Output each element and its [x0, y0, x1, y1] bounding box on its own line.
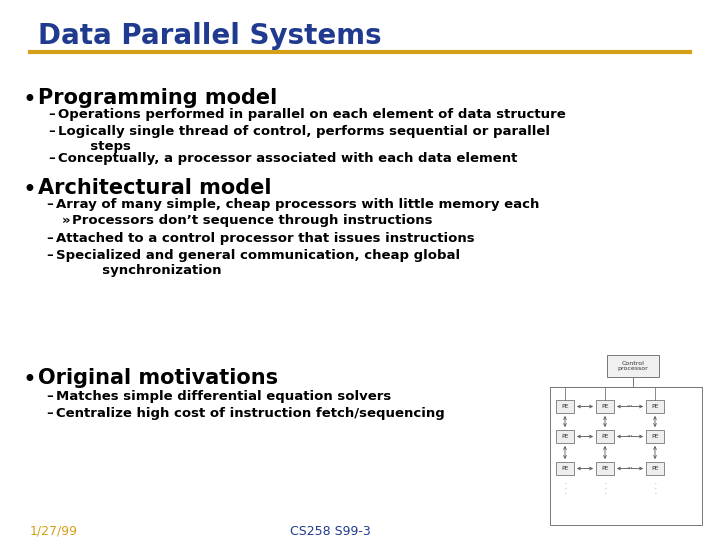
Bar: [556, 462, 574, 475]
Text: Centralize high cost of instruction fetch/sequencing: Centralize high cost of instruction fetc…: [56, 407, 445, 420]
Text: Array of many simple, cheap processors with little memory each: Array of many simple, cheap processors w…: [56, 198, 539, 211]
Text: PE: PE: [601, 466, 608, 471]
Text: ···: ···: [626, 403, 634, 409]
Text: Operations performed in parallel on each element of data structure: Operations performed in parallel on each…: [58, 108, 566, 121]
Bar: [596, 400, 614, 413]
Bar: [646, 462, 664, 475]
Text: ·
·
·: · · ·: [604, 481, 606, 496]
Text: –: –: [48, 108, 55, 121]
Bar: [556, 400, 574, 413]
Bar: [607, 355, 659, 377]
Text: ·
·
·: · · ·: [654, 481, 656, 496]
Text: –: –: [48, 152, 55, 165]
Text: •: •: [22, 88, 36, 112]
Text: Processors don’t sequence through instructions: Processors don’t sequence through instru…: [72, 214, 433, 227]
Text: ···: ···: [626, 465, 634, 471]
Text: PE: PE: [601, 404, 608, 409]
Text: Data Parallel Systems: Data Parallel Systems: [38, 22, 382, 50]
Text: PE: PE: [562, 404, 569, 409]
Text: PE: PE: [562, 434, 569, 439]
Text: –: –: [46, 198, 53, 211]
Bar: [550, 387, 702, 525]
Bar: [596, 462, 614, 475]
Text: –: –: [46, 249, 53, 262]
Text: CS258 S99-3: CS258 S99-3: [289, 525, 370, 538]
Text: ·
·
·: · · ·: [564, 481, 566, 496]
Bar: [556, 430, 574, 443]
Text: –: –: [46, 232, 53, 245]
Bar: [646, 430, 664, 443]
Text: •: •: [22, 368, 36, 392]
Text: –: –: [48, 125, 55, 138]
Text: Attached to a control processor that issues instructions: Attached to a control processor that iss…: [56, 232, 474, 245]
Text: –: –: [46, 407, 53, 420]
Text: –: –: [46, 390, 53, 403]
Bar: [646, 400, 664, 413]
Bar: [596, 430, 614, 443]
Text: PE: PE: [562, 466, 569, 471]
Text: Conceptually, a processor associated with each data element: Conceptually, a processor associated wit…: [58, 152, 518, 165]
Text: Original motivations: Original motivations: [38, 368, 278, 388]
Text: ···: ···: [626, 434, 634, 440]
Text: PE: PE: [652, 434, 659, 439]
Text: PE: PE: [652, 466, 659, 471]
Text: PE: PE: [652, 404, 659, 409]
Text: Architectural model: Architectural model: [38, 178, 271, 198]
Text: •: •: [22, 178, 36, 202]
Text: Specialized and general communication, cheap global
          synchronization: Specialized and general communication, c…: [56, 249, 460, 277]
Text: Control
processor: Control processor: [618, 361, 649, 372]
Text: Programming model: Programming model: [38, 88, 277, 108]
Text: »: »: [62, 214, 71, 227]
Text: Matches simple differential equation solvers: Matches simple differential equation sol…: [56, 390, 391, 403]
Text: 1/27/99: 1/27/99: [30, 525, 78, 538]
Text: Logically single thread of control, performs sequential or parallel
       steps: Logically single thread of control, perf…: [58, 125, 550, 153]
Text: PE: PE: [601, 434, 608, 439]
